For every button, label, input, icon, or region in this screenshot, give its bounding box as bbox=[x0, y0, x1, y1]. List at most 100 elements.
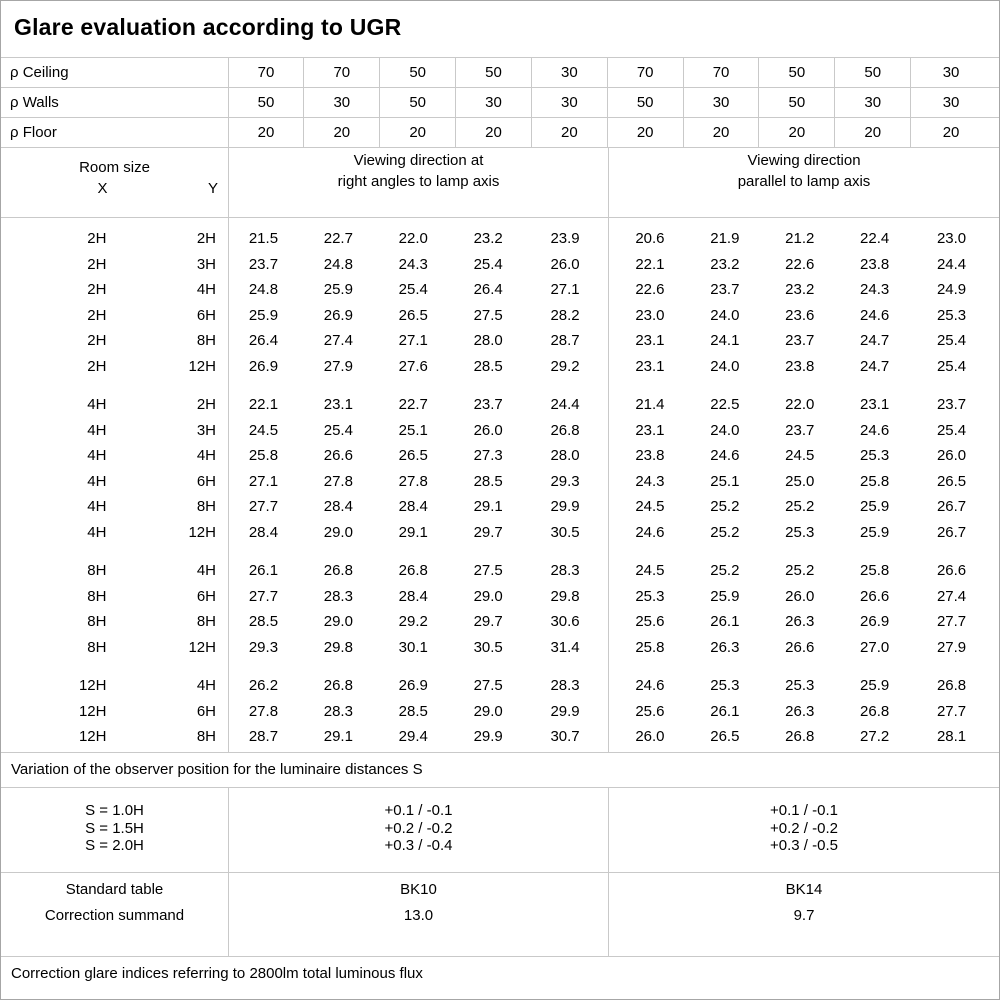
ugr-value-right-angles: 26.4 bbox=[248, 332, 279, 349]
y-column-header: Y bbox=[207, 180, 218, 197]
ugr-value-right-angles: 28.5 bbox=[473, 472, 503, 490]
ugr-value-right-angles: 23.1 bbox=[323, 396, 353, 413]
ugr-value-parallel: 25.3 bbox=[860, 447, 890, 464]
data-row: 4H 2H 22.1 23.1 22.7 23.7 24.4 21.4 22.5 22.0 23.1… bbox=[1, 392, 999, 418]
ugr-value-right-angles: 26.8 bbox=[323, 562, 353, 579]
ugr-value-parallel: 25.6 bbox=[635, 702, 665, 720]
variation-parallel-line: +0.3 / -0.5 bbox=[770, 837, 838, 854]
ugr-value-right-angles: 24.5 bbox=[248, 421, 279, 439]
ugr-value-parallel: 26.0 bbox=[785, 587, 815, 605]
ugr-value-parallel: 26.3 bbox=[785, 613, 815, 630]
ugr-value-right-angles: 28.3 bbox=[323, 587, 353, 605]
reflectance-value: 20 bbox=[835, 118, 912, 147]
ugr-value-right-angles: 24.4 bbox=[550, 396, 580, 413]
ugr-value-right-angles: 27.9 bbox=[323, 357, 353, 375]
summary-labels-line: Correction summand bbox=[44, 907, 185, 924]
ugr-value-parallel: 26.0 bbox=[635, 728, 665, 745]
ugr-value-parallel: 23.6 bbox=[785, 306, 815, 324]
ugr-value-parallel: 26.1 bbox=[710, 702, 740, 720]
room-size-block: 4H 2H 22.1 23.1 22.7 23.7 24.4 21.4 22.5 22.0 23.1… bbox=[1, 392, 999, 545]
data-row: 12H 6H 27.8 28.3 28.5 29.0 29.9 25.6 26.1 26.3 26.… bbox=[1, 699, 999, 725]
reflectance-value: 50 bbox=[835, 58, 912, 87]
ugr-value-right-angles: 25.8 bbox=[248, 447, 279, 464]
ugr-value-parallel: 26.6 bbox=[936, 562, 967, 579]
ugr-value-right-angles: 27.5 bbox=[473, 562, 503, 579]
summary-parallel: BK14 9.7 bbox=[609, 873, 999, 956]
ugr-value-right-angles: 29.1 bbox=[473, 498, 503, 515]
ugr-value-right-angles: 29.2 bbox=[550, 357, 580, 375]
reflectance-row: ρ Ceiling 70 70 50 50 30 70 70 50 50 30 bbox=[1, 58, 999, 88]
data-row: 12H 8H 28.7 29.1 29.4 29.9 30.7 26.0 26.5 26.8 27.… bbox=[1, 724, 999, 750]
room-x-value: 2H bbox=[87, 357, 107, 375]
ugr-value-parallel: 25.2 bbox=[710, 523, 740, 541]
room-y-value: 12H bbox=[188, 638, 216, 656]
room-x-value: 12H bbox=[78, 702, 107, 720]
reflectance-value: 30 bbox=[942, 64, 960, 81]
ugr-value-parallel: 22.0 bbox=[785, 396, 815, 413]
luminaire-distance-labels-line: S = 1.5H bbox=[85, 819, 144, 837]
ugr-value-parallel: 24.3 bbox=[635, 472, 665, 490]
reflectance-value: 20 bbox=[684, 118, 760, 147]
reflectance-value: 20 bbox=[380, 118, 457, 147]
reflectance-value: 70 bbox=[608, 58, 684, 87]
right-angles-group-header: Viewing direction at right angles to lam… bbox=[229, 148, 609, 217]
ugr-value-parallel: 27.0 bbox=[860, 638, 890, 656]
ugr-value-right-angles: 22.7 bbox=[323, 230, 353, 247]
ugr-value-right-angles: 27.1 bbox=[398, 332, 428, 349]
ugr-value-parallel: 23.2 bbox=[785, 281, 815, 298]
ugr-value-right-angles: 27.5 bbox=[473, 306, 503, 324]
room-x-value: 2H bbox=[87, 332, 107, 349]
room-x-value: 4H bbox=[87, 421, 107, 439]
ugr-value-parallel: 26.7 bbox=[936, 523, 967, 541]
reflectance-value: 50 bbox=[759, 58, 836, 87]
table-header-row: Room size X Y Viewing direction at right… bbox=[1, 148, 999, 218]
room-x-value: 12H bbox=[78, 728, 107, 745]
ugr-value-parallel: 24.6 bbox=[710, 447, 740, 464]
ugr-value-parallel: 24.7 bbox=[860, 332, 890, 349]
ugr-value-parallel: 22.1 bbox=[635, 255, 665, 273]
ugr-value-right-angles: 29.1 bbox=[323, 728, 353, 745]
ugr-value-right-angles: 30.7 bbox=[550, 728, 580, 745]
luminaire-distance-labels-line: S = 1.0H bbox=[85, 802, 144, 819]
room-y-value: 4H bbox=[196, 677, 216, 694]
ugr-value-parallel: 27.7 bbox=[936, 613, 967, 630]
summary-parallel-line: BK14 bbox=[785, 881, 823, 898]
ugr-value-right-angles: 29.7 bbox=[473, 523, 503, 541]
ugr-value-right-angles: 23.7 bbox=[248, 255, 279, 273]
ugr-value-parallel: 25.9 bbox=[860, 498, 890, 515]
ugr-value-parallel: 26.8 bbox=[936, 677, 967, 694]
ugr-value-parallel: 23.7 bbox=[710, 281, 740, 298]
ugr-value-right-angles: 25.4 bbox=[473, 255, 503, 273]
reflectance-value: 50 bbox=[380, 58, 457, 87]
ugr-value-parallel: 26.3 bbox=[785, 702, 815, 720]
summary-parallel-line: 9.7 bbox=[793, 907, 815, 924]
ugr-value-right-angles: 27.8 bbox=[323, 472, 353, 490]
standard-table-block: Standard table Correction summand BK10 13.0… bbox=[1, 873, 999, 957]
ugr-value-parallel: 25.3 bbox=[785, 677, 815, 694]
ugr-value-parallel: 25.4 bbox=[936, 357, 967, 375]
ugr-value-parallel: 25.1 bbox=[710, 472, 740, 490]
reflectance-section: ρ Ceiling 70 70 50 50 30 70 70 50 50 30 ρ Walls 50 30… bbox=[1, 58, 999, 148]
ugr-value-right-angles: 22.1 bbox=[248, 396, 279, 413]
ugr-value-parallel: 23.8 bbox=[785, 357, 815, 375]
ugr-value-right-angles: 27.4 bbox=[323, 332, 353, 349]
room-y-value: 2H bbox=[196, 396, 216, 413]
room-y-value: 6H bbox=[196, 472, 216, 490]
ugr-value-right-angles: 29.8 bbox=[323, 638, 353, 656]
room-x-value: 12H bbox=[78, 677, 107, 694]
ugr-value-parallel: 24.3 bbox=[860, 281, 890, 298]
ugr-value-parallel: 21.4 bbox=[635, 396, 665, 413]
data-row: 4H 4H 25.8 26.6 26.5 27.3 28.0 23.8 24.6 24.5 25.3… bbox=[1, 443, 999, 469]
ugr-value-parallel: 23.8 bbox=[635, 447, 665, 464]
ugr-value-right-angles: 22.0 bbox=[398, 230, 428, 247]
room-y-value: 6H bbox=[196, 306, 216, 324]
ugr-value-right-angles: 26.2 bbox=[248, 677, 279, 694]
variation-parallel-line: +0.1 / -0.1 bbox=[770, 802, 838, 819]
ugr-value-right-angles: 28.0 bbox=[473, 332, 503, 349]
room-x-value: 8H bbox=[87, 587, 107, 605]
ugr-value-right-angles: 27.1 bbox=[248, 472, 279, 490]
ugr-value-parallel: 24.4 bbox=[936, 255, 967, 273]
data-row: 4H 12H 28.4 29.0 29.1 29.7 30.5 24.6 25.2 25.3 25.… bbox=[1, 520, 999, 546]
ugr-value-parallel: 26.8 bbox=[860, 702, 890, 720]
ugr-value-right-angles: 28.5 bbox=[248, 613, 279, 630]
